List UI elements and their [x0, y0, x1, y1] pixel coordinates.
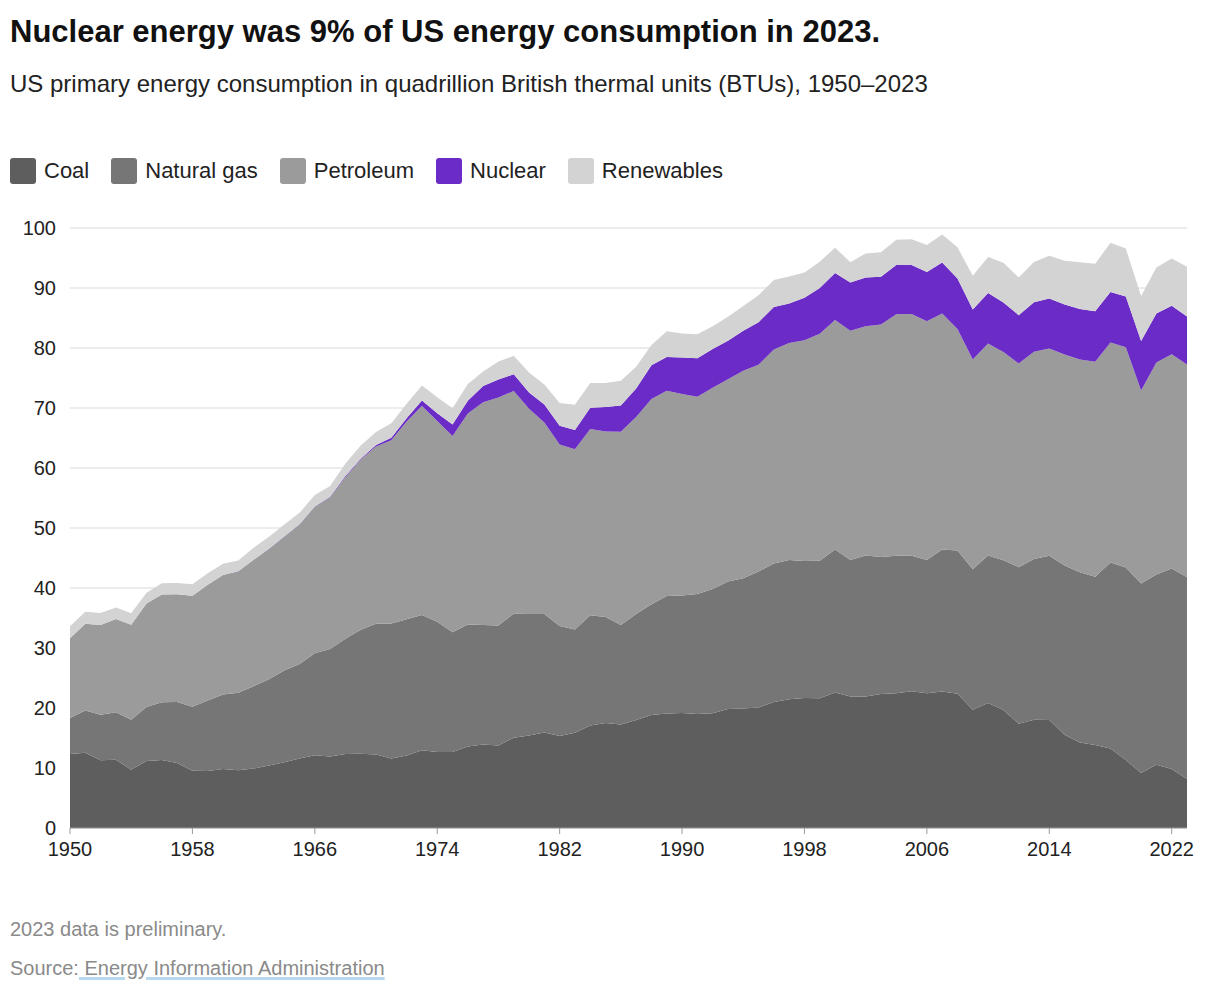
svg-text:10: 10 — [34, 757, 56, 779]
html-text:Nuclear energy was 9% of US en: Nuclear energy was 9% of US energy consu… — [10, 14, 880, 49]
svg-text:2022: 2022 — [1149, 838, 1194, 860]
html-text:Renewables: Renewables — [601, 158, 723, 183]
svg-text:1974: 1974 — [415, 838, 460, 860]
svg-text:100: 100 — [23, 217, 56, 239]
html-text:Nuclear: Nuclear — [470, 158, 546, 183]
svg-text:1966: 1966 — [293, 838, 338, 860]
html-text:Coal: Coal — [44, 158, 90, 183]
svg-text:30: 30 — [34, 637, 56, 659]
svg-text:0: 0 — [45, 817, 56, 839]
svg-text:1958: 1958 — [170, 838, 215, 860]
svg-text:50: 50 — [34, 517, 56, 539]
svg-text:80: 80 — [34, 337, 56, 359]
svg-text:40: 40 — [34, 577, 56, 599]
svg-text:1998: 1998 — [782, 838, 827, 860]
svg-text:20: 20 — [34, 697, 56, 719]
svg-text:1950: 1950 — [48, 838, 93, 860]
html-text:US primary energy consumption: US primary energy consumption in quadril… — [10, 70, 928, 97]
html-text:Natural gas: Natural gas — [145, 158, 258, 183]
svg-text:2006: 2006 — [905, 838, 950, 860]
svg-text:90: 90 — [34, 277, 56, 299]
svg-text:60: 60 — [34, 457, 56, 479]
svg-text:70: 70 — [34, 397, 56, 419]
svg-text:2014: 2014 — [1027, 838, 1072, 860]
html-text:Petroleum: Petroleum — [313, 158, 414, 183]
svg-text:1990: 1990 — [660, 838, 705, 860]
svg-text:1982: 1982 — [537, 838, 582, 860]
html-text:Source: Energy Information Adm: Source: Energy Information Administratio… — [10, 957, 385, 979]
html-text:2023 data is preliminary.: 2023 data is preliminary. — [10, 918, 227, 940]
